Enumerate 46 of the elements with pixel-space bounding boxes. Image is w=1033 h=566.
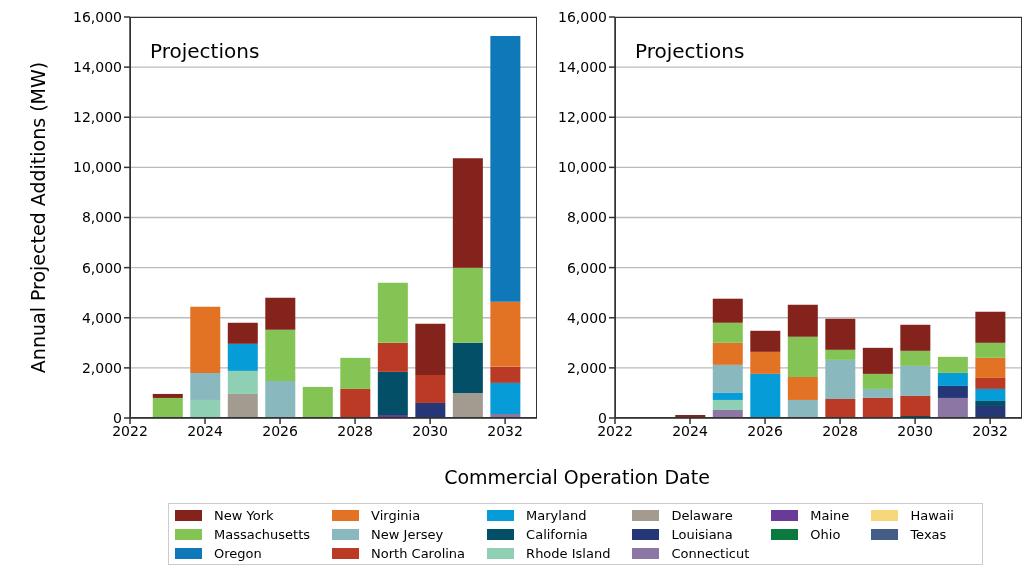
legend-label: Delaware [671, 508, 733, 523]
y-tick-label: 16,000 [558, 8, 607, 25]
y-tick-label: 12,000 [73, 109, 122, 126]
y-tick-label: 16,000 [73, 8, 122, 25]
legend-label: Maine [810, 508, 850, 523]
x-tick-label: 2024 [672, 422, 708, 439]
legend-label: Connecticut [671, 546, 750, 561]
legend-label: New York [214, 508, 274, 523]
x-tick-label: 2024 [187, 422, 223, 439]
text: Projections [635, 39, 745, 63]
x-tick-label: 2026 [262, 422, 298, 439]
legend-label: Hawaii [910, 508, 954, 523]
y-tick-label: 12,000 [558, 109, 607, 126]
text: Projections [150, 39, 260, 63]
legend-label: Oregon [214, 546, 262, 561]
y-axis-title: Annual Projected Additions (MW) [26, 61, 49, 374]
x-axis-title: Commercial Operation Date [443, 466, 711, 488]
x-tick-label: 2028 [822, 422, 858, 439]
y-tick-label: 10,000 [558, 159, 607, 176]
y-tick-label: 8,000 [81, 209, 122, 226]
legend-label: Ohio [810, 527, 841, 542]
y-tick-label: 14,000 [73, 59, 122, 76]
y-tick-label: 2,000 [81, 359, 122, 376]
legend-label: Rhode Island [526, 546, 611, 561]
legend-label: New Jersey [371, 527, 444, 542]
legend-label: Louisiana [671, 527, 733, 542]
x-tick-label: 2030 [897, 422, 933, 439]
y-tick-label: 2,000 [566, 359, 607, 376]
y-tick-label: 4,000 [81, 309, 122, 326]
legend-label: Texas [910, 527, 947, 542]
y-tick-label: 14,000 [558, 59, 607, 76]
legend-label: Maryland [526, 508, 587, 523]
y-tick-label: 10,000 [73, 159, 122, 176]
x-tick-label: 2026 [747, 422, 783, 439]
legend-label: California [526, 527, 588, 542]
x-tick-label: 2032 [487, 422, 523, 439]
legend-label: Virginia [371, 508, 421, 523]
x-tick-label: 2028 [337, 422, 373, 439]
y-tick-label: 6,000 [566, 259, 607, 276]
legend-label: Massachusetts [214, 527, 311, 542]
y-tick-label: 6,000 [81, 259, 122, 276]
x-tick-label: 2032 [972, 422, 1008, 439]
x-tick-label: 2030 [412, 422, 448, 439]
y-tick-label: 8,000 [566, 209, 607, 226]
y-tick-label: 4,000 [566, 309, 607, 326]
legend-label: North Carolina [371, 546, 466, 561]
